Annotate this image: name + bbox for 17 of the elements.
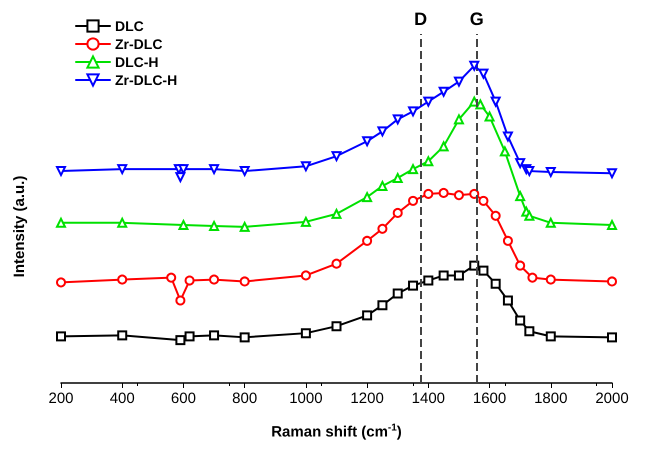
legend-label: DLC-H — [115, 54, 159, 70]
x-tick-label: 800 — [232, 390, 258, 407]
ref-line-label: G — [470, 9, 484, 29]
x-tick-label: 2000 — [595, 390, 629, 407]
legend-label: Zr-DLC-H — [115, 72, 178, 88]
legend-label: Zr-DLC — [115, 36, 162, 52]
x-tick-label: 1200 — [350, 390, 384, 407]
x-tick-label: 400 — [110, 390, 135, 407]
x-tick-label: 600 — [170, 390, 196, 407]
x-tick-label: 1400 — [412, 390, 446, 407]
x-tick-label: 1600 — [472, 390, 506, 407]
ref-line-label: D — [414, 9, 428, 29]
x-tick-label: 200 — [48, 390, 74, 407]
legend-label: DLC — [115, 18, 144, 34]
x-tick-label: 1000 — [289, 390, 323, 407]
x-tick-label: 1800 — [534, 390, 568, 407]
y-axis-title: Intensity (a.u.) — [11, 176, 28, 278]
